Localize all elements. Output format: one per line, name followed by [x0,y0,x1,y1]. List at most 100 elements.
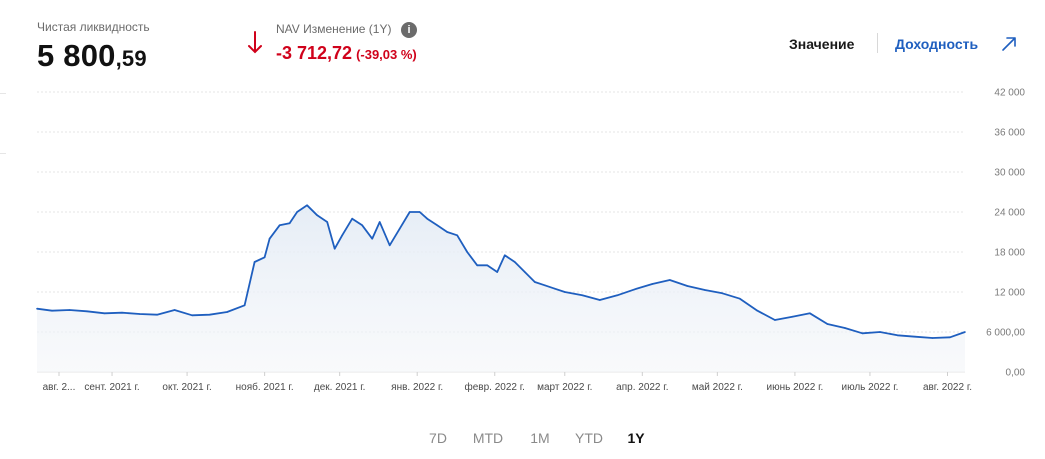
data-point [333,247,336,250]
nav-chart: 0,00 6 000,00 12 000 18 000 24 000 30 000 36 0… [36,88,1026,393]
data-point [173,309,176,311]
y-tick-label: 12 000 [994,288,1025,299]
x-tick-label: авг. 2022 г. [923,382,972,393]
data-point [426,217,429,220]
data-point [388,244,391,247]
data-point [243,304,246,307]
data-point [326,221,329,223]
data-point [514,261,516,263]
net-liquidity-int: 5 800 [37,38,116,73]
x-tick-label: июнь 2022 г. [766,382,823,393]
data-point [844,327,846,329]
range-1y[interactable]: 1Y [627,430,645,446]
data-point [651,283,654,285]
data-point [103,312,106,315]
data-point [466,251,469,253]
range-mtd[interactable]: MTD [472,430,504,446]
edge-divider-top [0,93,6,94]
data-point [616,294,619,297]
net-liquidity-dec: ,59 [115,46,147,71]
data-point [879,331,881,333]
x-tick-label: февр. 2022 г. [465,381,525,393]
data-point [408,211,411,213]
data-point [208,313,211,316]
x-tick-label: сент. 2021 г. [84,382,139,393]
data-point [476,264,479,267]
x-tick-label: окт. 2021 г. [162,382,211,393]
data-point [634,288,636,291]
nav-change-value: -3 712,72 (-39,03 %) [276,43,417,64]
data-point [931,337,934,339]
data-point [704,289,706,291]
data-point [534,281,536,283]
tab-yield[interactable]: Доходность [895,36,979,52]
series-line [36,204,966,339]
net-liquidity-label: Чистая ликвидность [37,20,150,34]
range-1m[interactable]: 1M [530,430,550,446]
data-point [791,315,794,318]
data-point [86,310,88,313]
y-tick-label: 30 000 [994,168,1025,179]
data-point [599,299,601,301]
data-point [496,271,499,273]
data-point [253,261,256,263]
data-point [949,336,951,339]
y-tick-label: 18 000 [994,248,1025,259]
data-point [398,227,401,230]
data-point [341,234,344,237]
data-point [378,221,381,223]
data-point [826,323,829,325]
x-tick-label: апр. 2022 г. [616,382,668,393]
data-point [721,292,724,295]
data-point [36,307,38,310]
y-tick-label: 24 000 [994,208,1025,219]
x-tick-label: авг. 2... [43,382,76,393]
data-point [669,279,671,281]
data-point [914,335,916,338]
edge-divider-bottom [0,153,6,154]
data-point [564,291,566,293]
data-point [686,285,689,287]
external-link-icon[interactable] [1001,36,1017,52]
x-tick-label: дек. 2021 г. [314,382,366,393]
info-icon[interactable]: i [401,22,417,38]
data-point [226,311,228,313]
range-selector: 7D MTD 1M YTD 1Y [0,430,1045,450]
data-point [774,319,776,321]
x-tick-label: май 2022 г. [692,382,743,393]
x-tick-label: июль 2022 г. [841,382,898,393]
data-point [138,313,141,315]
data-point [191,314,193,317]
x-tick-label: янв. 2022 г. [391,382,443,393]
y-tick-label: 36 000 [994,128,1025,139]
x-tick-label: нояб. 2021 г. [236,381,294,393]
data-point [456,234,459,237]
data-point [524,271,526,273]
tab-divider [877,33,878,53]
data-point [156,313,158,316]
range-ytd[interactable]: YTD [575,430,603,446]
data-point [51,309,53,312]
data-point [861,332,864,335]
y-tick-label: 42 000 [994,88,1025,99]
data-point [486,264,489,267]
data-point [121,311,123,314]
data-point [263,256,266,259]
tab-value[interactable]: Значение [789,36,855,52]
data-point [739,297,741,300]
data-point [809,312,811,315]
nav-change-label: NAV Изменение (1Y) [276,22,392,36]
data-point [756,309,759,312]
data-point [896,334,899,337]
y-tick-label: 0,00 [1006,368,1026,379]
range-7d[interactable]: 7D [429,430,447,446]
data-point [278,224,281,227]
data-point [418,211,421,213]
series-area [37,205,965,372]
nav-change-percent: (-39,03 %) [356,47,417,62]
data-point [544,284,546,287]
data-point [371,237,374,240]
data-point [581,294,584,297]
data-point [446,231,449,233]
data-point [554,287,556,290]
